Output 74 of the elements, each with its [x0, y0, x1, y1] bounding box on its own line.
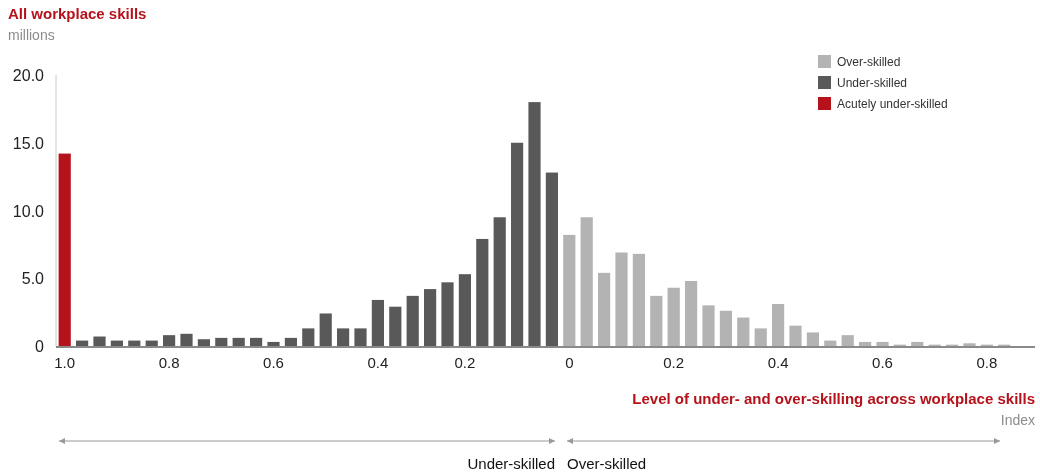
- bar: [93, 336, 106, 346]
- bar: [424, 289, 437, 346]
- bar: [806, 332, 819, 346]
- bar: [754, 328, 767, 346]
- bar: [284, 337, 297, 346]
- bar: [598, 272, 611, 346]
- bar: [76, 340, 89, 346]
- bar: [667, 287, 680, 346]
- x-tick-label: 0.4: [767, 354, 789, 371]
- bar: [841, 335, 854, 346]
- bar: [406, 295, 419, 346]
- bar: [163, 335, 176, 346]
- legend-label: Over-skilled: [837, 55, 901, 69]
- x-tick-label: 0.6: [872, 354, 893, 371]
- bar: [371, 299, 384, 346]
- bar: [789, 325, 802, 346]
- bar: [859, 341, 872, 346]
- bar: [302, 328, 315, 346]
- bar: [389, 306, 402, 346]
- bar: [685, 280, 698, 346]
- bar: [702, 305, 715, 346]
- bar: [632, 253, 645, 346]
- chart-title: All workplace skills: [8, 5, 147, 22]
- bar: [824, 340, 837, 346]
- bar: [476, 238, 489, 346]
- bar: [615, 252, 628, 346]
- x-tick-label: 0.2: [663, 354, 685, 371]
- bar: [145, 340, 158, 346]
- chart-subtitle: millions: [8, 27, 55, 43]
- x-tick-label: 0.8: [158, 354, 180, 371]
- bar: [719, 310, 732, 346]
- bar: [911, 341, 924, 346]
- bar: [180, 333, 193, 346]
- y-tick-label: 15.0: [12, 134, 45, 152]
- bar: [128, 340, 141, 346]
- y-tick-label: 10.0: [12, 202, 45, 220]
- bar: [267, 341, 280, 346]
- bar: [650, 295, 663, 346]
- bar: [876, 341, 889, 346]
- bar: [458, 274, 471, 346]
- bar: [319, 313, 332, 346]
- x-tick-label: 0.6: [263, 354, 284, 371]
- bar: [215, 337, 228, 346]
- bar: [58, 153, 71, 346]
- bar: [354, 328, 367, 346]
- x-tick-label: 0.2: [454, 354, 476, 371]
- x-tick-label: 0.4: [367, 354, 389, 371]
- bar: [250, 337, 263, 346]
- bar: [493, 217, 506, 346]
- bar: [772, 304, 785, 346]
- bar: [963, 343, 976, 346]
- bar: [110, 340, 123, 346]
- bar: [511, 142, 524, 346]
- legend-label: Under-skilled: [837, 76, 908, 90]
- bar: [337, 328, 350, 346]
- bar: [197, 339, 210, 346]
- y-tick-label: 20.0: [12, 67, 45, 84]
- bar: [528, 102, 541, 346]
- text: Under-skilled: [467, 455, 555, 472]
- bar: [545, 172, 558, 346]
- x-tick-label: 1.0: [54, 354, 76, 371]
- bar: [580, 217, 593, 346]
- text: Index: [1000, 412, 1035, 428]
- x-tick-label: 0.8: [976, 354, 998, 371]
- bar: [232, 337, 245, 346]
- legend-label: Acutely under-skilled: [837, 97, 948, 111]
- bar: [441, 282, 454, 346]
- y-tick-label: 5.0: [21, 270, 45, 288]
- x-axis-title: Level of under- and over-skilling across workplace skills: [632, 390, 1035, 407]
- bar: [737, 317, 750, 346]
- text: Over-skilled: [567, 455, 647, 472]
- bar: [563, 234, 576, 346]
- x-tick-label: 0: [565, 354, 574, 371]
- y-tick-label: 0: [35, 338, 45, 355]
